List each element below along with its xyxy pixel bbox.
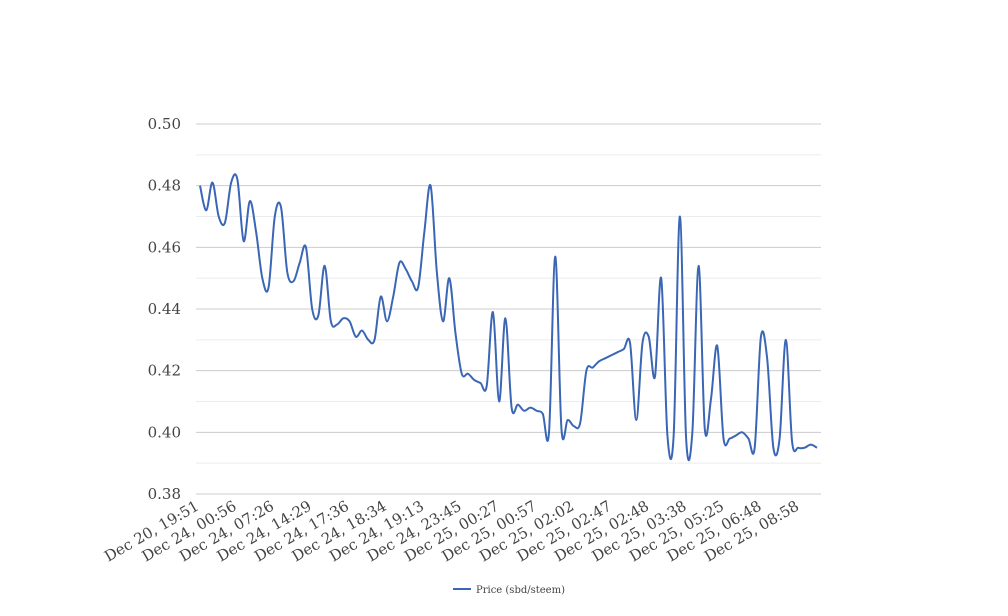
y-tick-label: 0.44 xyxy=(148,300,181,318)
major-gridlines xyxy=(196,123,821,495)
y-tick-label: 0.46 xyxy=(148,238,181,256)
y-tick-label: 0.50 xyxy=(148,115,181,133)
minor-gridlines xyxy=(196,154,821,464)
series-group xyxy=(199,173,818,462)
legend-label: Price (sbd/steem) xyxy=(476,585,565,596)
y-tick-label: 0.38 xyxy=(148,485,181,503)
y-axis-tick-labels: 0.38 0.40 0.42 0.44 0.46 0.48 0.50 xyxy=(148,115,181,503)
y-tick-label: 0.48 xyxy=(148,177,181,195)
legend: Price (sbd/steem) xyxy=(453,585,565,596)
y-tick-label: 0.40 xyxy=(148,423,181,441)
series-line-price xyxy=(199,173,818,462)
y-tick-label: 0.42 xyxy=(148,362,181,380)
